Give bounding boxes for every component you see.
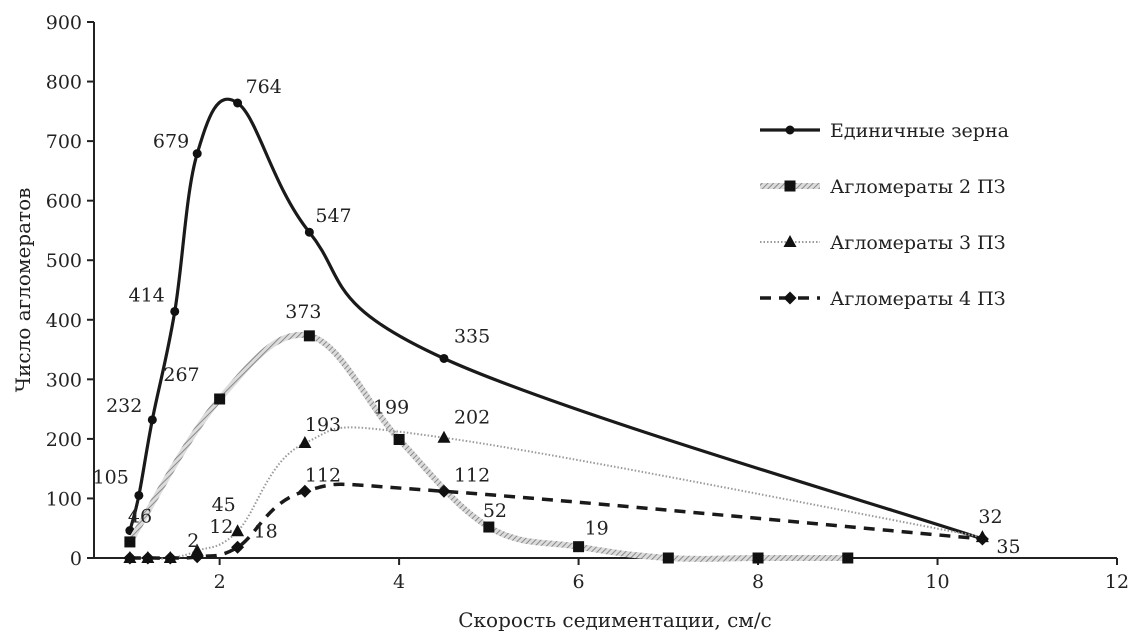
series-4-point	[437, 484, 451, 498]
data-label: 373	[285, 301, 321, 323]
series-3-point	[190, 543, 204, 556]
legend-marker	[784, 180, 796, 192]
data-label: 764	[246, 76, 282, 98]
series-1-point	[192, 149, 202, 159]
y-tick-label: 0	[70, 548, 82, 570]
x-tick-label: 2	[214, 571, 226, 593]
data-label: 199	[373, 396, 409, 418]
y-tick-label: 400	[46, 310, 82, 332]
data-label: 2	[187, 530, 199, 552]
legend-label: Агломераты 4 ПЗ	[830, 288, 1006, 310]
legend: Единичные зерна Агломераты 2 ПЗ Агломераты…	[760, 120, 1009, 310]
series-1-point	[134, 490, 144, 500]
series-2-point	[573, 541, 585, 553]
series-line-2	[127, 331, 848, 562]
series-layer	[123, 97, 989, 565]
x-axis-title: Скорость седиментации, см/с	[458, 608, 772, 632]
series-4-point	[190, 550, 204, 564]
data-label: 52	[483, 500, 507, 522]
y-tick-label: 600	[46, 191, 82, 213]
series-4-point	[975, 532, 989, 546]
legend-item: Единичные зерна	[760, 120, 1009, 142]
series-line-4	[129, 482, 983, 560]
data-labels-layer: 46 105 232 414 679 764 547 335 32 267 373 199 52 19 12…	[93, 76, 1021, 558]
data-label: 202	[454, 407, 490, 429]
series-line-1	[128, 97, 983, 541]
legend-marker	[783, 291, 797, 305]
series-1-point	[304, 227, 314, 237]
data-label: 112	[454, 464, 490, 486]
y-tick-label: 500	[46, 250, 82, 272]
data-label: 12	[209, 516, 233, 538]
series-4-point	[163, 551, 177, 565]
data-label: 45	[212, 494, 236, 516]
y-tick-label: 700	[46, 131, 82, 153]
x-tick-label: 10	[925, 571, 949, 593]
y-tick-label: 900	[46, 12, 82, 34]
y-tick-label: 300	[46, 369, 82, 391]
legend-label: Агломераты 3 ПЗ	[830, 232, 1006, 254]
series-line-3	[129, 426, 983, 560]
y-tick-label: 100	[46, 488, 82, 510]
series-2-point	[483, 521, 495, 533]
x-tick-label: 6	[573, 571, 585, 593]
x-tick-label: 4	[393, 571, 405, 593]
data-label: 414	[128, 284, 164, 306]
series-1-point	[233, 98, 243, 108]
series-3-point	[298, 436, 312, 449]
data-label: 35	[996, 536, 1020, 558]
data-label: 232	[106, 395, 142, 417]
data-label: 335	[454, 325, 490, 347]
data-label: 32	[978, 506, 1002, 528]
series-2-point	[303, 330, 315, 342]
data-label: 105	[93, 466, 129, 488]
legend-marker	[785, 125, 795, 135]
y-axis-title: Число агломератов	[11, 188, 35, 393]
legend-item: Агломераты 2 ПЗ	[760, 176, 1006, 198]
series-2-point	[752, 552, 764, 564]
series-1-point	[147, 415, 157, 425]
series-2-point	[842, 552, 854, 564]
series-4-point	[231, 540, 245, 554]
data-label: 547	[315, 205, 351, 227]
series-2-point	[214, 393, 226, 405]
y-tick-label: 200	[46, 429, 82, 451]
legend-label: Единичные зерна	[830, 120, 1009, 142]
legend-item: Агломераты 4 ПЗ	[760, 288, 1006, 310]
series-1-point	[170, 306, 180, 316]
x-tick-label: 12	[1105, 571, 1129, 593]
data-label: 46	[128, 506, 152, 528]
series-2-point	[393, 433, 405, 445]
series-2-point	[124, 536, 136, 548]
y-tick-label: 800	[46, 72, 82, 94]
data-label: 193	[305, 414, 341, 436]
legend-label: Агломераты 2 ПЗ	[830, 176, 1006, 198]
legend-marker	[783, 235, 797, 247]
series-4-point	[141, 551, 155, 565]
series-3-point	[437, 430, 451, 443]
series-2-point	[662, 552, 674, 564]
data-label: 112	[305, 464, 341, 486]
data-label: 18	[254, 520, 278, 542]
data-label: 19	[585, 518, 609, 540]
data-label: 267	[163, 364, 199, 386]
data-label: 679	[153, 131, 189, 153]
x-tick-label: 8	[752, 571, 764, 593]
series-4-point	[123, 551, 137, 565]
legend-item: Агломераты 3 ПЗ	[760, 232, 1006, 254]
series-3-point	[231, 524, 245, 537]
series-4-point	[298, 484, 312, 498]
series-1-point	[439, 353, 449, 363]
